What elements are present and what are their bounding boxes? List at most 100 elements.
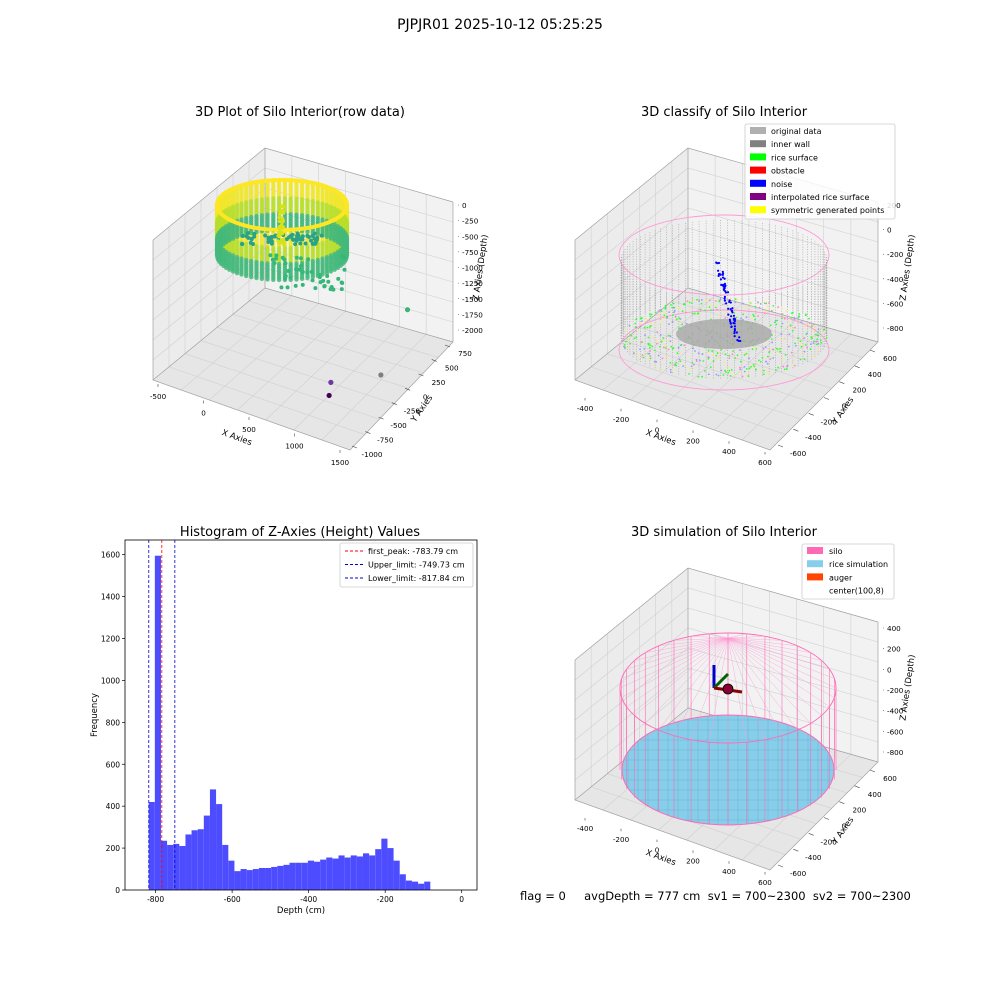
- simulation3d-title: 3D simulation of Silo Interior: [631, 525, 818, 540]
- classify3d-legend-label: rice surface: [771, 153, 818, 162]
- histogram-bar: [362, 853, 370, 890]
- figure-title: PJPJR01 2025-10-12 05:25:25: [397, 17, 603, 33]
- classify3d-x-tick: 0: [655, 426, 660, 435]
- classify3d-x-tick: -400: [577, 404, 594, 413]
- classify3d-xlabel: X Axies: [644, 428, 677, 448]
- raw3d-y-tick: -500: [390, 421, 407, 430]
- raw3d-y-tick: -1000: [362, 450, 383, 459]
- histogram-bar: [265, 867, 272, 890]
- histogram-ylabel: Frequency: [90, 693, 100, 737]
- classify3d-y-tick: 600: [883, 354, 897, 363]
- raw3d-z-tick: -1250: [462, 279, 483, 288]
- histogram-title: Histogram of Z-Axies (Height) Values: [180, 525, 420, 540]
- classify3d-y-tick: -200: [821, 417, 838, 426]
- raw3d-y-tick: 500: [445, 363, 459, 372]
- simulation3d-z-tick: -200: [887, 686, 904, 695]
- raw3d-z-tick: -250: [462, 217, 479, 226]
- histogram-bar: [381, 838, 388, 890]
- simulation3d-x-tick: 400: [722, 867, 736, 876]
- classify3d-z-tick: -600: [887, 299, 904, 308]
- histogram-legend-label: Lower_limit: -817.84 cm: [368, 574, 465, 583]
- classify3d-legend-swatch: [750, 153, 766, 161]
- classify3d-legend-label: noise: [771, 180, 792, 189]
- histogram-bar: [393, 860, 400, 890]
- histogram-bar: [369, 855, 376, 890]
- histogram-bar: [154, 555, 161, 890]
- histogram-bar: [209, 789, 217, 890]
- simulation3d-legend-label: center(100,8): [829, 587, 884, 596]
- histogram-xtick: -400: [300, 895, 317, 904]
- raw3d-point-cloud: [214, 177, 411, 399]
- simulation3d-legend-label: silo: [829, 547, 843, 556]
- simulation3d-z-tick: -400: [887, 707, 904, 716]
- raw3d-z-tick: -750: [462, 248, 479, 257]
- simulation3d-y-tick: 400: [868, 790, 882, 799]
- simulation3d-legend-label: auger: [829, 573, 853, 582]
- simulation3d-silo-model: [619, 632, 837, 826]
- simulation3d-y-tick: 600: [883, 774, 897, 783]
- simulation3d-ylabel: Y Axies: [830, 815, 857, 847]
- classify3d-y-tick: 400: [868, 370, 882, 379]
- simulation3d-x-tick: -400: [577, 824, 594, 833]
- classify3d-y-tick: -400: [805, 433, 822, 442]
- simulation3d-z-tick: -600: [887, 727, 904, 736]
- simulation3d-z-tick: 200: [887, 645, 901, 654]
- simulation3d-back-pane: [688, 568, 878, 762]
- classify3d-silo-top: [618, 214, 830, 296]
- histogram-bar: [332, 858, 339, 890]
- raw3d-outlier-point: [326, 392, 332, 399]
- classify3d-ylabel: Y Axies: [830, 395, 857, 427]
- simulation3d-x-tick: 0: [655, 846, 660, 855]
- classify3d-legend-swatch: [750, 206, 766, 214]
- histogram-bar: [289, 862, 296, 890]
- simulation3d-legend-swatch: [807, 560, 823, 568]
- simulation3d-y-tick: -600: [790, 869, 807, 878]
- histogram-bar: [405, 880, 412, 890]
- simulation3d-x-tick: -200: [613, 835, 630, 844]
- raw3d-y-tick: 250: [432, 378, 446, 387]
- classify3d-legend-label: interpolated rice surface: [771, 193, 869, 202]
- simulation3d-y-tick: 0: [842, 822, 847, 831]
- histogram-bar: [326, 857, 333, 890]
- simulation3d-x-tick: 200: [686, 856, 700, 865]
- histogram-bar: [283, 864, 290, 890]
- simulation3d-legend-label: rice simulation: [829, 560, 888, 569]
- histogram-bar: [234, 871, 241, 890]
- classify3d-y-tick: -600: [790, 449, 807, 458]
- classify3d-silo-bottom: [618, 309, 830, 391]
- simulation3d-auger-y: [712, 672, 730, 690]
- classify3d-z-tick: 0: [887, 226, 892, 235]
- histogram-bar: [246, 870, 253, 890]
- status-footer: flag = 0 avgDepth = 777 cm sv1 = 700~230…: [520, 889, 911, 903]
- histogram-bar: [375, 849, 382, 890]
- histogram-ytick: 1000: [101, 676, 120, 685]
- histogram-bar: [424, 881, 431, 890]
- classify3d-title: 3D classify of Silo Interior: [641, 105, 808, 120]
- raw3d-floor-pane: [153, 288, 453, 450]
- histogram-ytick: 1400: [101, 593, 120, 602]
- simulation3d-legend: silo rice simulation auger center(100,8): [801, 543, 895, 600]
- histogram-bar: [399, 874, 406, 890]
- histogram-bar: [314, 861, 321, 890]
- raw3d-z-tick: -1750: [462, 310, 483, 319]
- histogram-ytick: 0: [115, 886, 120, 895]
- histogram-ytick: 400: [106, 802, 121, 811]
- histogram-bar: [216, 804, 223, 890]
- classify3d-y-tick: 200: [852, 386, 866, 395]
- histogram-bar: [240, 869, 247, 890]
- raw3d-x-tick: 1000: [285, 442, 304, 451]
- classify3d-x-tick: -200: [613, 415, 630, 424]
- raw3d-z-tick: 0: [462, 201, 467, 210]
- classify3d-z-tick: -400: [887, 275, 904, 284]
- histogram-legend: first_peak: -783.79 cm Upper_limit: -749.…: [339, 542, 474, 588]
- histogram-bar: [277, 865, 284, 890]
- classify3d-legend-swatch: [750, 179, 766, 187]
- histogram-bar: [191, 830, 198, 890]
- simulation3d-y-tick: -400: [805, 853, 822, 862]
- classify3d-x-tick: 600: [758, 458, 772, 467]
- histogram-bar: [307, 860, 315, 890]
- simulation3d-legend-swatch: [807, 573, 823, 581]
- histogram-xtick: -200: [377, 895, 394, 904]
- raw3d-title: 3D Plot of Silo Interior(row data): [195, 105, 405, 120]
